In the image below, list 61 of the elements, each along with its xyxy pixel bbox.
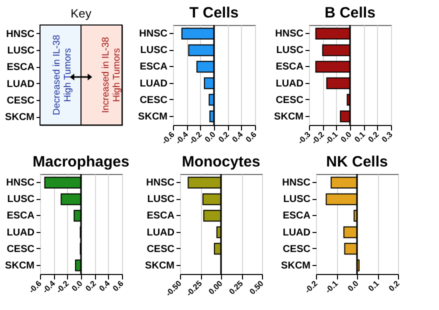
y-tick-label: LUSC	[140, 45, 168, 56]
y-tick-label: CESC	[6, 244, 34, 255]
y-tick-label: LUAD	[146, 227, 174, 238]
chart-title: Monocytes	[182, 153, 260, 170]
y-tick-label: CESC	[276, 94, 304, 106]
y-tick-label: LUAD	[6, 227, 34, 238]
y-tick-label: SKCM	[145, 260, 174, 272]
x-tick-label: 0.50	[248, 278, 266, 296]
chart-title: NK Cells	[326, 153, 388, 170]
y-tick-label: HNSC	[282, 178, 310, 189]
y-tick-label: CESC	[146, 244, 174, 255]
x-tick-label: 0.1	[352, 130, 368, 144]
y-tick-label: LUSC	[7, 194, 34, 206]
y-tick-label: SKCM	[281, 260, 310, 272]
x-tick-label: 0.2	[387, 278, 402, 294]
y-tick-label: ESCA	[140, 62, 168, 73]
y-tick-label: HNSC	[146, 178, 174, 189]
text: Decreased in IL-38 High Tumors	[51, 34, 74, 116]
y-tick-label: LUSC	[276, 45, 304, 56]
y-tick-label: ESCA	[276, 62, 304, 73]
y-tick-label: SKCM	[274, 111, 304, 122]
chart-title: B Cells	[324, 4, 376, 22]
x-tick-label: 0.6	[244, 130, 259, 144]
y-tick-label: LUAD	[140, 78, 168, 90]
y-tick-label: ESCA	[146, 210, 174, 222]
chart-title: Macrophages	[32, 153, 130, 170]
x-tick-label: 0.3	[380, 130, 395, 144]
y-tick-label: LUAD	[276, 78, 304, 90]
y-tick-label: LUSC	[147, 194, 174, 206]
y-tick-label: LUAD	[282, 227, 310, 238]
y-tick-label: LUSC	[283, 194, 310, 206]
y-tick-label: ESCA	[282, 210, 310, 222]
y-tick-label: ESCA	[6, 210, 34, 222]
x-tick-label: 0.0	[339, 130, 354, 144]
y-tick-label: HNSC	[139, 28, 168, 40]
chart-title: T Cells	[189, 4, 239, 22]
x-tick-label: -0.1	[324, 278, 340, 296]
x-tick-label: 0.2	[84, 278, 98, 294]
y-tick-label: CESC	[282, 244, 310, 255]
y-tick-label: HNSC	[6, 178, 34, 189]
x-tick-label: 0.4	[230, 130, 246, 144]
x-tick-label: -0.2	[188, 130, 204, 146]
y-tick-label: SKCM	[138, 111, 168, 122]
x-tick-label: 0.0	[203, 130, 218, 144]
x-tick-label: 0.1	[366, 278, 382, 294]
x-tick-label: 0.00	[206, 278, 225, 296]
x-tick-label: 0.0	[70, 278, 85, 294]
x-tick-label: -0.2	[54, 278, 72, 296]
x-tick-label: -0.1	[324, 130, 340, 146]
text: Key	[70, 6, 92, 20]
x-tick-label: 0.0	[346, 278, 361, 294]
x-tick-label: 0.2	[366, 130, 382, 144]
x-tick-label: 0.2	[216, 130, 232, 144]
y-tick-label: SKCM	[5, 260, 34, 272]
y-tick-label: HNSC	[275, 28, 304, 40]
x-tick-label: 0.6	[111, 278, 126, 294]
x-tick-label: 0.4	[97, 278, 112, 294]
y-tick-label: CESC	[140, 94, 168, 106]
text: Increased in IL-38 High Tumors	[100, 36, 123, 114]
x-tick-label: -0.2	[303, 278, 320, 296]
x-tick-label: 0.25	[227, 278, 246, 296]
